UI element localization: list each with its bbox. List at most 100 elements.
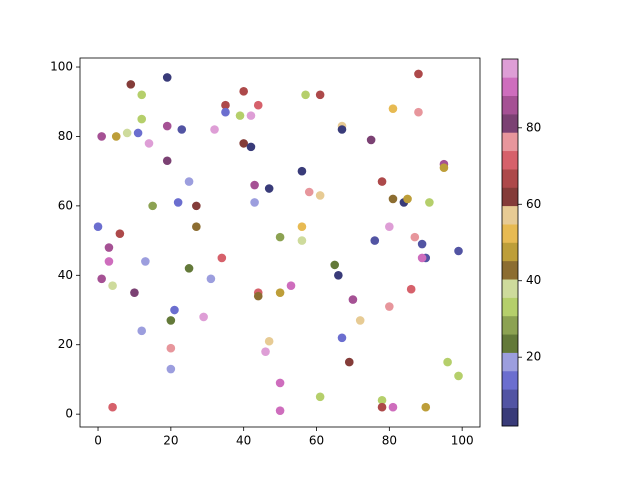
colorbar-segment xyxy=(502,150,518,170)
colorbar-segment xyxy=(502,224,518,243)
scatter-point xyxy=(301,90,310,100)
x-tick-label: 80 xyxy=(382,434,397,448)
colorbar-segment xyxy=(502,260,518,280)
scatter-point xyxy=(192,201,201,211)
scatter-point xyxy=(315,90,325,100)
scatter-point xyxy=(184,264,194,273)
scatter-point xyxy=(421,402,431,412)
scatter-point xyxy=(264,184,274,193)
scatter-point xyxy=(406,284,416,294)
scatter-point xyxy=(162,156,172,166)
scatter-point xyxy=(337,125,347,134)
colorbar-segment xyxy=(502,389,518,408)
scatter-point xyxy=(334,271,343,280)
colorbar-tick-label: 60 xyxy=(526,197,541,211)
scatter-point xyxy=(108,281,117,291)
scatter-point xyxy=(93,222,103,232)
colorbar-segment xyxy=(502,279,518,298)
scatter-point xyxy=(184,177,194,186)
scatter-point xyxy=(286,281,296,291)
scatter-point xyxy=(385,302,394,311)
scatter-point xyxy=(111,132,121,141)
scatter-point xyxy=(297,236,307,245)
colorbar-segment xyxy=(502,132,518,152)
scatter-point xyxy=(388,402,398,412)
colorbar-segment xyxy=(502,407,518,427)
y-tick-label: 100 xyxy=(50,60,73,74)
scatter-point xyxy=(173,198,183,207)
colorbar-segment xyxy=(502,114,518,133)
scatter-point xyxy=(425,198,434,207)
scatter-point xyxy=(148,201,157,211)
scatter-point xyxy=(261,347,270,356)
scatter-point xyxy=(443,357,452,367)
scatter-point xyxy=(130,288,139,297)
colorbar-segment xyxy=(502,370,518,390)
scatter-point xyxy=(315,392,325,402)
scatter-point xyxy=(97,132,106,141)
colorbar-segment xyxy=(502,169,518,188)
x-tick-label: 0 xyxy=(94,434,102,448)
scatter-point xyxy=(144,139,154,148)
scatter-point xyxy=(417,253,427,263)
scatter-point xyxy=(385,222,394,232)
colorbar-tick-label: 20 xyxy=(526,350,541,364)
scatter-point xyxy=(297,222,307,232)
scatter-point xyxy=(170,305,179,315)
y-tick-label: 80 xyxy=(58,129,73,143)
scatter-point xyxy=(115,229,125,238)
y-tick-label: 60 xyxy=(58,198,73,212)
scatter-point xyxy=(417,239,427,249)
scatter-point xyxy=(250,180,259,190)
scatter-point xyxy=(122,128,132,138)
y-tick-label: 0 xyxy=(65,407,73,421)
scatter-point xyxy=(108,402,117,412)
scatter-point xyxy=(366,135,376,145)
plot-frame xyxy=(79,57,481,428)
scatter-point xyxy=(177,125,187,134)
colorbar-tick-label: 80 xyxy=(526,120,541,134)
scatter-point xyxy=(239,139,248,148)
scatter-point xyxy=(97,274,106,284)
scatter-point xyxy=(315,191,325,200)
scatter-point xyxy=(137,326,147,336)
scatter-point xyxy=(297,166,307,176)
scatter-point xyxy=(275,406,285,415)
scatter-point xyxy=(104,257,114,266)
colorbar-segment xyxy=(502,95,518,115)
scatter-point xyxy=(377,177,387,186)
scatter-point xyxy=(275,378,285,388)
scatter-point xyxy=(253,291,263,301)
scatter-point xyxy=(137,90,147,100)
scatter-point xyxy=(250,198,259,207)
colorbar-segment xyxy=(502,242,518,262)
scatter-point xyxy=(192,222,201,232)
scatter-point xyxy=(439,163,449,172)
scatter-point xyxy=(166,343,176,353)
colorbar-segment xyxy=(502,315,518,335)
scatter-point xyxy=(377,395,387,405)
scatter-point xyxy=(275,232,285,242)
scatter-point xyxy=(414,69,423,79)
scatter-point xyxy=(304,187,314,197)
scatter-point xyxy=(239,87,248,96)
scatter-point xyxy=(337,333,347,343)
scatter-point xyxy=(166,316,176,325)
scatter-point xyxy=(370,236,380,245)
colorbar-segment xyxy=(502,77,518,96)
scatter-point xyxy=(377,402,387,412)
scatter-point xyxy=(199,312,208,322)
scatter-point xyxy=(104,243,114,252)
scatter-point xyxy=(235,111,245,120)
x-tick-label: 20 xyxy=(163,434,178,448)
x-tick-label: 60 xyxy=(309,434,324,448)
scatter-point xyxy=(410,232,420,242)
scatter-point xyxy=(388,104,398,113)
scatter-point xyxy=(206,274,216,284)
scatter-point xyxy=(348,295,358,304)
colorbar-segment xyxy=(502,59,518,78)
scatter-point xyxy=(166,364,176,374)
scatter-point xyxy=(246,142,256,152)
scatter-point xyxy=(162,121,172,131)
scatter-point xyxy=(221,107,230,117)
